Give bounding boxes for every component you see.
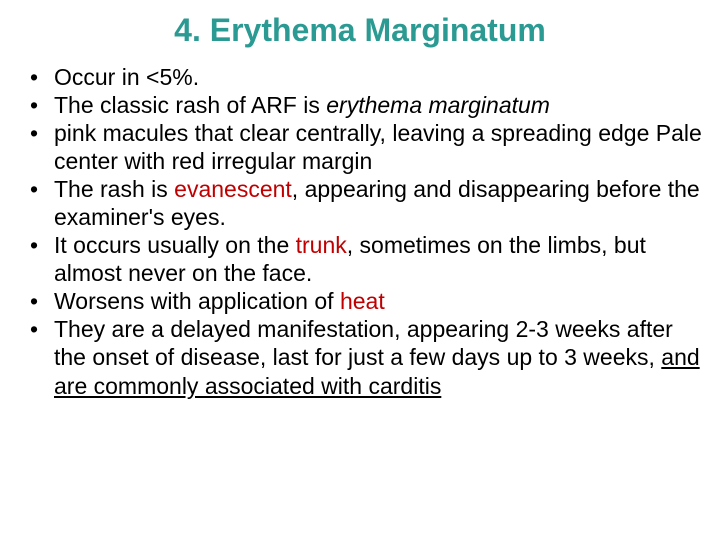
bullet-text: Occur in <5%. — [54, 64, 199, 90]
list-item: Occur in <5%. — [24, 63, 702, 91]
bullet-italic: erythema marginatum — [326, 92, 550, 118]
bullet-text: The rash is — [54, 176, 174, 202]
list-item: The classic rash of ARF is erythema marg… — [24, 91, 702, 119]
bullet-text: They are a delayed manifestation, appear… — [54, 316, 673, 370]
bullet-highlight: trunk — [296, 232, 347, 258]
bullet-list: Occur in <5%. The classic rash of ARF is… — [18, 63, 702, 400]
list-item: The rash is evanescent, appearing and di… — [24, 175, 702, 231]
list-item: Worsens with application of heat — [24, 287, 702, 315]
bullet-highlight: heat — [340, 288, 385, 314]
list-item: pink macules that clear centrally, leavi… — [24, 119, 702, 175]
bullet-highlight: evanescent — [174, 176, 292, 202]
bullet-text: It occurs usually on the — [54, 232, 296, 258]
bullet-text: pink macules that clear centrally, leavi… — [54, 120, 702, 174]
list-item: It occurs usually on the trunk, sometime… — [24, 231, 702, 287]
slide-title: 4. Erythema Marginatum — [18, 12, 702, 49]
slide: 4. Erythema Marginatum Occur in <5%. The… — [0, 0, 720, 540]
bullet-text: The classic rash of ARF is — [54, 92, 326, 118]
bullet-text: Worsens with application of — [54, 288, 340, 314]
list-item: They are a delayed manifestation, appear… — [24, 315, 702, 399]
